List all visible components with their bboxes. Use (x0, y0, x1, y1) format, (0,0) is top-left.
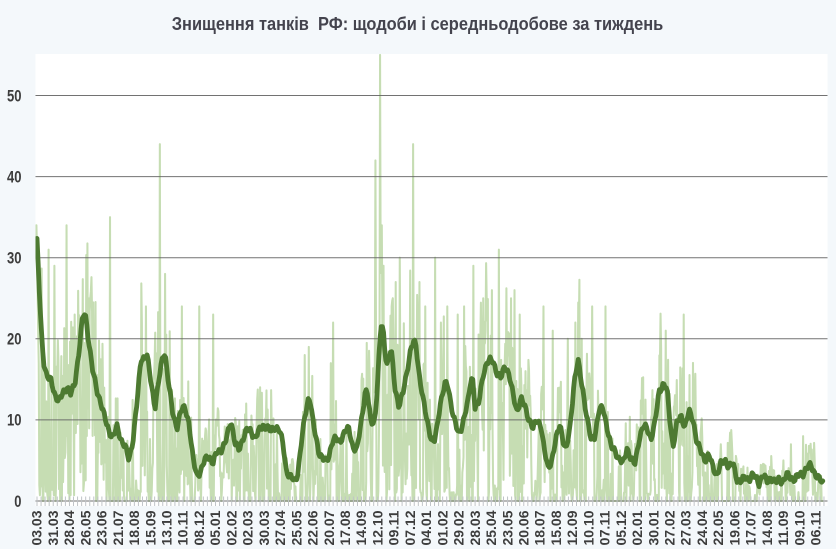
svg-text:27.03: 27.03 (678, 510, 694, 545)
svg-text:03.03: 03.03 (29, 510, 45, 545)
svg-text:01.02: 01.02 (434, 510, 450, 545)
svg-text:24.04: 24.04 (694, 510, 710, 545)
svg-text:02.02: 02.02 (223, 510, 239, 545)
svg-text:08.12: 08.12 (191, 510, 207, 545)
svg-text:10.10: 10.10 (580, 510, 596, 545)
svg-text:40: 40 (7, 168, 22, 186)
svg-text:02.03: 02.03 (240, 510, 256, 545)
svg-text:20: 20 (7, 331, 22, 349)
svg-text:50: 50 (7, 87, 22, 105)
svg-text:06.11: 06.11 (808, 510, 824, 545)
svg-text:19.06: 19.06 (726, 510, 742, 545)
svg-text:02.01: 02.01 (629, 510, 645, 545)
svg-text:25.04: 25.04 (483, 510, 499, 545)
svg-text:09.10: 09.10 (791, 510, 807, 545)
svg-text:17.07: 17.07 (743, 510, 759, 545)
svg-text:27.04: 27.04 (272, 510, 288, 545)
svg-text:04.01: 04.01 (418, 510, 434, 545)
svg-text:29.02: 29.02 (451, 510, 467, 545)
svg-text:10: 10 (7, 412, 22, 430)
svg-text:05.01: 05.01 (207, 510, 223, 545)
svg-text:28.04: 28.04 (61, 510, 77, 545)
svg-text:28.03: 28.03 (467, 510, 483, 545)
svg-text:30: 30 (7, 250, 22, 268)
svg-text:15.09: 15.09 (142, 510, 158, 545)
svg-text:14.09: 14.09 (353, 510, 369, 545)
svg-text:Знищення танків РФ: щодоби і: Знищення танків РФ: щодоби і середньодоб… (172, 14, 664, 34)
svg-text:26.05: 26.05 (77, 510, 93, 545)
svg-text:22.05: 22.05 (710, 510, 726, 545)
svg-text:18.07: 18.07 (532, 510, 548, 545)
svg-text:12.10: 12.10 (369, 510, 385, 545)
svg-text:31.03: 31.03 (45, 510, 61, 545)
svg-text:30.01: 30.01 (645, 510, 661, 545)
svg-text:30.03: 30.03 (256, 510, 272, 545)
svg-text:14.08: 14.08 (759, 510, 775, 545)
svg-text:12.09: 12.09 (564, 510, 580, 545)
svg-text:21.07: 21.07 (110, 510, 126, 545)
svg-text:10.11: 10.11 (175, 510, 191, 545)
svg-text:07.11: 07.11 (597, 510, 613, 545)
svg-text:17.08: 17.08 (337, 510, 353, 545)
svg-text:15.08: 15.08 (548, 510, 564, 545)
svg-text:27.02: 27.02 (662, 510, 678, 545)
svg-text:11.09: 11.09 (775, 510, 791, 545)
svg-text:0: 0 (14, 493, 21, 511)
svg-text:22.06: 22.06 (305, 510, 321, 545)
svg-text:25.05: 25.05 (288, 510, 304, 545)
svg-text:23.05: 23.05 (499, 510, 515, 545)
svg-text:09.11: 09.11 (386, 510, 402, 545)
svg-text:23.06: 23.06 (94, 510, 110, 545)
svg-text:20.07: 20.07 (321, 510, 337, 545)
svg-text:18.08: 18.08 (126, 510, 142, 545)
svg-text:13.10: 13.10 (159, 510, 175, 545)
svg-text:07.12: 07.12 (402, 510, 418, 545)
svg-text:05.12: 05.12 (613, 510, 629, 545)
svg-text:20.06: 20.06 (515, 510, 531, 545)
